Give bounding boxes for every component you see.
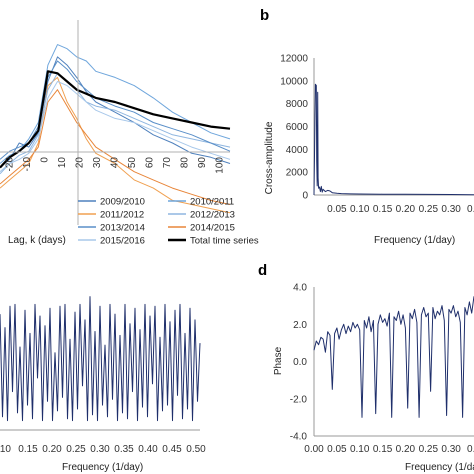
legend-label-7: Total time series [190, 236, 259, 247]
panel-c-x-tick-8: 0.50 [186, 444, 206, 455]
panel-c-x-tick-1: 0.15 [18, 444, 38, 455]
panel-a-x-tick-8: 50 [127, 157, 138, 169]
panel-d-x-tick-2: 0.10 [350, 444, 370, 455]
panel-a-x-tick-3: 0 [40, 157, 51, 163]
panel-a-x-tick-13: 100 [215, 157, 226, 174]
panel-b-x-tick-5: 0.30 [441, 204, 461, 215]
legend-label-0: 2009/2010 [100, 197, 145, 208]
panel-a-series-line-0 [0, 56, 231, 168]
panel-d-x-tick-labels: 0.000.050.100.150.200.250.30 0.3 [304, 444, 474, 455]
panel-c-series: .10 0.15 0.20 0.25 0.30 0.35 0.40 0.45 0.50 Freq… [0, 296, 206, 473]
panel-d-series-line-0 [313, 296, 474, 418]
panel-d-x-tick-7: 0.3 [467, 444, 474, 455]
legend-label-2: 2011/2012 [100, 210, 144, 221]
panel-a-x-tick-5: 20 [75, 157, 86, 169]
panel-b-x-tick-labels: 0.050.100.150.200.250.30 0.3 [327, 204, 474, 215]
legend-label-1: 2010/2011 [190, 197, 234, 208]
panel-d-x-axis-label: Frequency (1/day [405, 462, 474, 473]
panel-a-x-tick-11: 80 [180, 157, 191, 169]
panel-d-x-tick-5: 0.25 [419, 444, 439, 455]
panel-d-y-tick-labels: -4.0 -2.0 0.0 2.0 4.0 [290, 283, 308, 443]
panel-b-x-tick-4: 0.25 [419, 204, 439, 215]
panel-b-y-tick-0: 0 [302, 191, 308, 202]
panel-c-series-line-0 [0, 296, 201, 422]
panel-c-x-tick-labels: .10 0.15 0.20 0.25 0.30 0.35 0.40 0.45 0.50 [0, 444, 206, 455]
panel-b-x-tick-0: 0.05 [327, 204, 347, 215]
panel-d-x-tick-0: 0.00 [304, 444, 324, 455]
panel-c-x-tick-0: .10 [0, 444, 11, 455]
panel-b-label: b [260, 7, 269, 24]
panel-d-x-tick-6: 0.30 [441, 444, 461, 455]
panel-d-label: d [258, 262, 267, 279]
panel-b-y-tick-4: 8000 [286, 99, 309, 110]
panel-a-x-tick-4: 10 [57, 157, 68, 169]
panel-b-lines [313, 83, 474, 196]
panel-b-x-axis-label: Frequency (1/day) [374, 235, 455, 246]
panel-a-x-tick-7: 40 [110, 157, 121, 169]
panel-b-x-tick-2: 0.15 [373, 204, 393, 215]
panel-c-x-tick-7: 0.45 [162, 444, 182, 455]
panel-b-y-tick-6: 12000 [280, 54, 308, 65]
panel-c-x-tick-2: 0.20 [42, 444, 62, 455]
panel-b-y-tick-labels: 0 2000 4000 6000 8000 10000 12000 [280, 54, 308, 202]
panel-d-x-tick-3: 0.15 [373, 444, 393, 455]
panel-d-y-tick-1: -2.0 [290, 394, 308, 405]
legend-label-5: 2014/2015 [190, 223, 235, 234]
panel-a-x-axis-label: Lag, k (days) [8, 235, 66, 246]
panel-a-series-line-1 [0, 44, 231, 164]
panel-b-x-tick-3: 0.20 [396, 204, 416, 215]
panel-c-x-tick-6: 0.40 [138, 444, 158, 455]
panel-b-y-tick-5: 10000 [280, 76, 308, 87]
panel-a-x-tick-12: 90 [197, 157, 208, 169]
panel-d-y-tick-3: 2.0 [293, 320, 307, 331]
panel-a-x-tick-10: 70 [162, 157, 173, 169]
panel-c-x-tick-3: 0.25 [66, 444, 86, 455]
panel-d-y-tick-4: 4.0 [293, 283, 307, 294]
panel-c-lines [0, 296, 201, 422]
panel-b-y-tick-1: 2000 [286, 168, 309, 179]
legend-label-3: 2012/2013 [190, 210, 235, 221]
panel-a-series-line-5 [0, 89, 231, 205]
panel-d-y-tick-0: -4.0 [290, 432, 308, 443]
panel-b-x-tick-1: 0.10 [350, 204, 370, 215]
panel-a-series-line-6 [0, 81, 231, 173]
panel-d-x-tick-1: 0.05 [327, 444, 347, 455]
panel-d-y-axis-label: Phase [273, 346, 284, 375]
panel-c-x-axis-label: Frequency (1/day) [62, 462, 143, 473]
panel-a-lines [0, 44, 231, 214]
panel-b-series-line-0 [313, 83, 474, 196]
panel-c-x-tick-4: 0.30 [90, 444, 110, 455]
panel-a-x-tick-1: -20 [5, 157, 16, 172]
panel-b-y-tick-2: 4000 [286, 145, 309, 156]
panel-a-x-tick-2: -10 [22, 157, 33, 172]
legend-label-4: 2013/2014 [100, 223, 145, 234]
panel-d-lines [313, 296, 474, 418]
panel-a-series-line-7 [0, 70, 231, 169]
panel-d-x-tick-4: 0.20 [396, 444, 416, 455]
panel-b-y-tick-3: 6000 [286, 122, 309, 133]
legend-label-6: 2015/2016 [100, 236, 145, 247]
panel-b-y-axis-label: Cross-amplitude [264, 121, 275, 194]
panel-d-y-tick-2: 0.0 [293, 357, 307, 368]
panel-a-x-tick-9: 60 [145, 157, 156, 169]
panel-a-x-tick-6: 30 [92, 157, 103, 169]
panel-a-legend: 2009/2010 2010/2011 2011/2012 2012/2013 2013… [78, 197, 259, 247]
panel-c-x-tick-5: 0.35 [114, 444, 134, 455]
panel-b-x-tick-6: 0.3 [467, 204, 474, 215]
panel-d-phase: d Phase -4.0-2.00.02.04.0 0.00 0.05 0.10 0.… [258, 262, 474, 473]
panel-b-cross-amplitude: b Cross-amplitude 0 2000 4000 6000 8000 10000… [260, 7, 474, 246]
